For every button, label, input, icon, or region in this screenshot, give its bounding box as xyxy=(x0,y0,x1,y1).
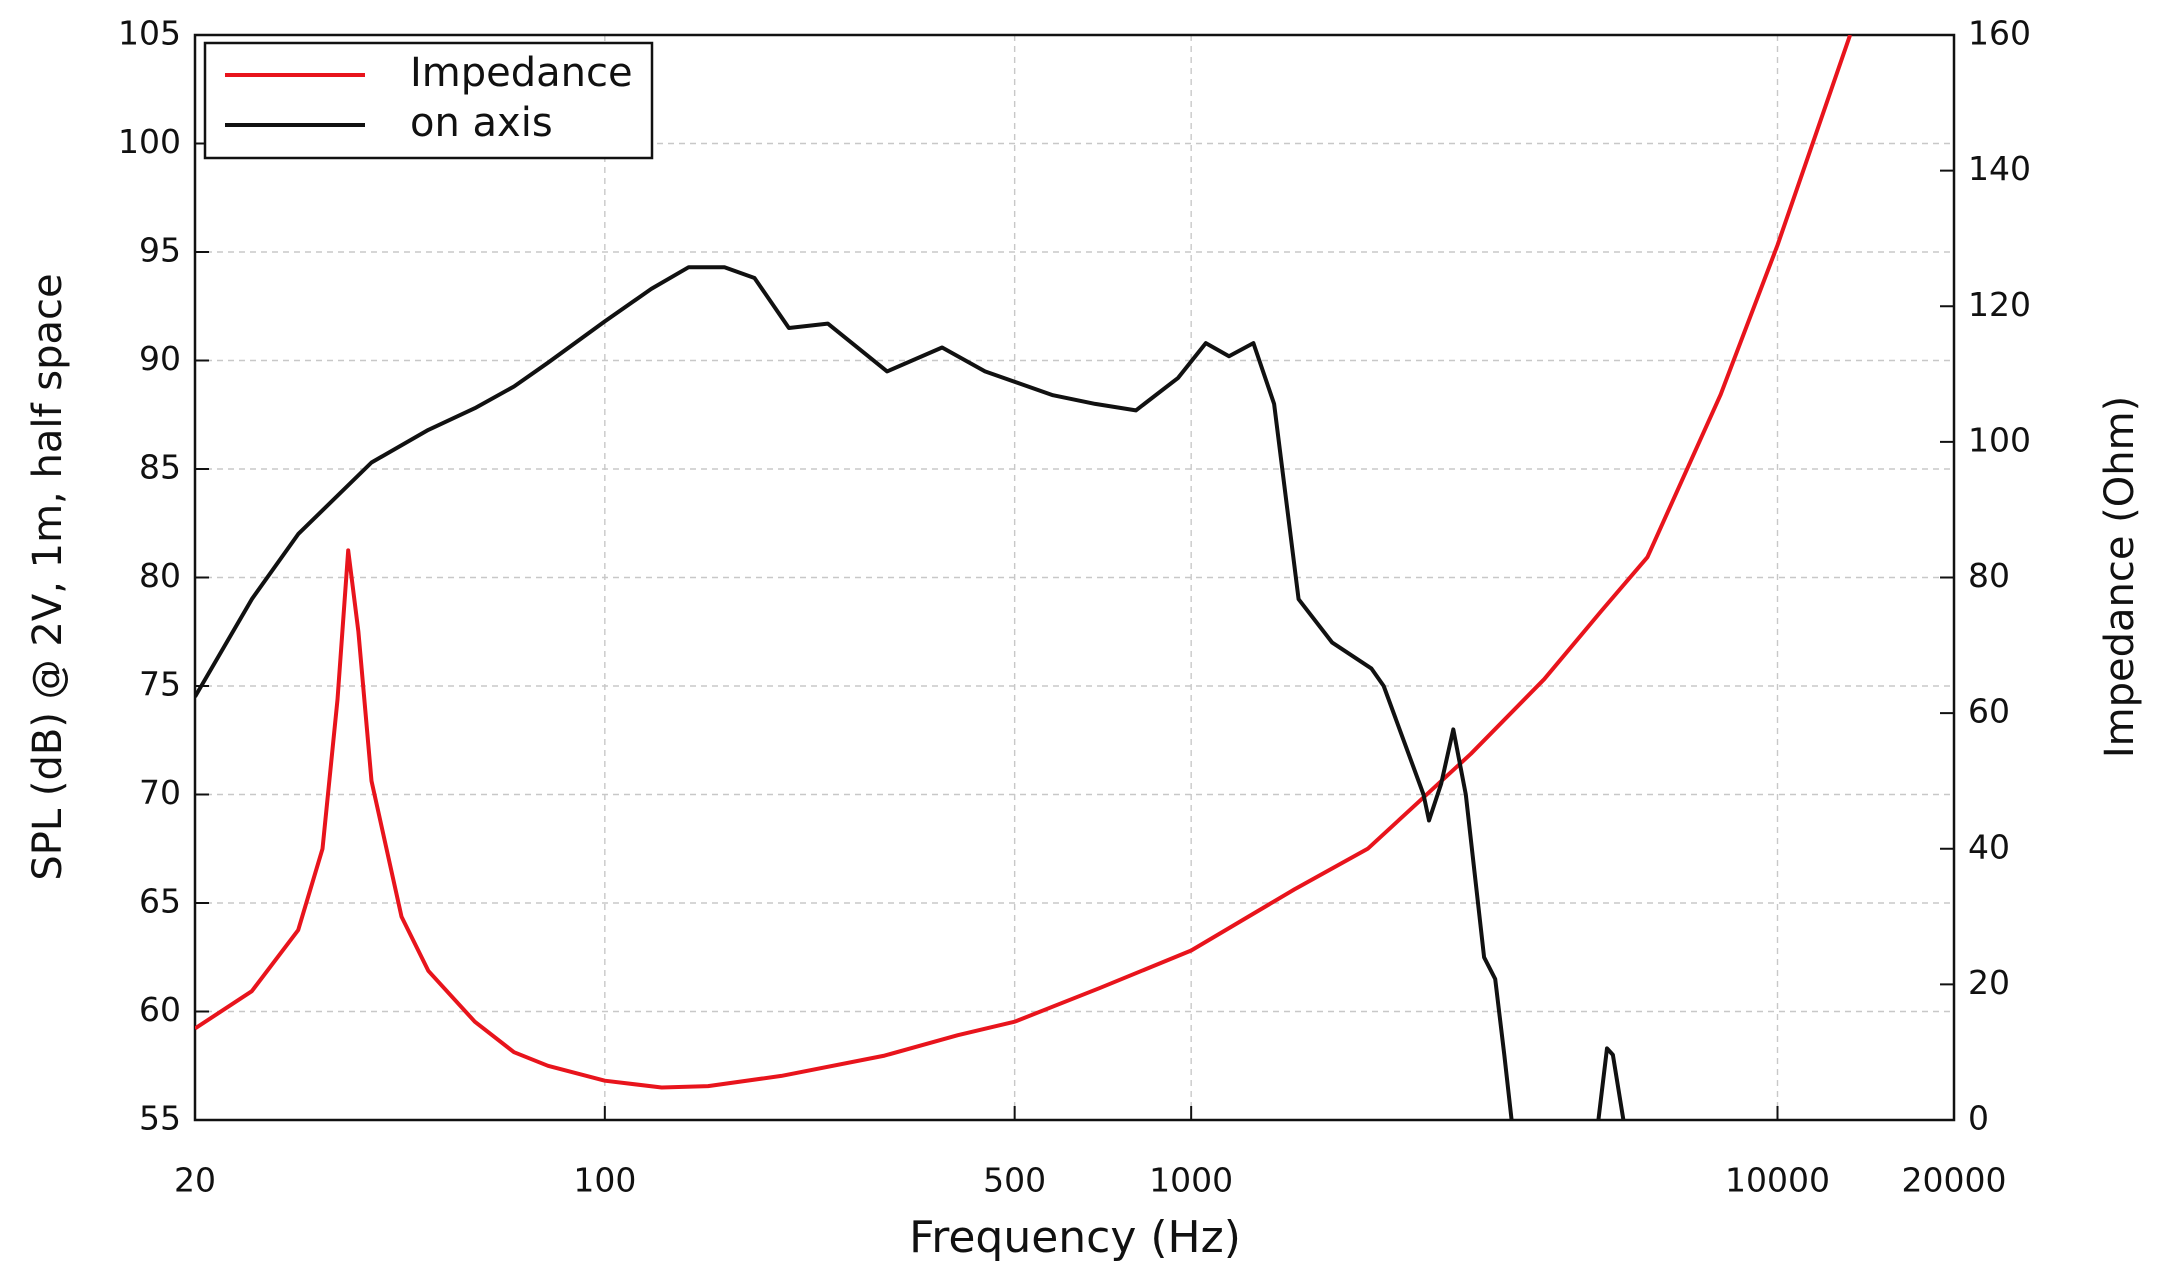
legend-box xyxy=(203,41,654,160)
x-axis-label: Frequency (Hz) xyxy=(909,1212,1241,1263)
y2-tick-label: 60 xyxy=(1968,692,2010,731)
y-tick-label: 75 xyxy=(139,665,181,704)
y-tick-label: 95 xyxy=(139,231,181,270)
y-tick-label: 100 xyxy=(118,122,181,161)
y2-tick-label: 80 xyxy=(1968,556,2010,595)
y2-axis-label: Impedance (Ohm) xyxy=(2097,396,2143,758)
y-tick-label: 90 xyxy=(139,339,181,378)
x-tick-label: 20 xyxy=(174,1161,216,1200)
y2-tick-label: 100 xyxy=(1968,420,2031,459)
plot-frame xyxy=(193,33,1956,1122)
y2-tick-label: 120 xyxy=(1968,285,2031,324)
x-tick-label: 500 xyxy=(983,1161,1046,1200)
y2-tick-label: 0 xyxy=(1968,1099,1989,1138)
y-tick-label: 70 xyxy=(139,773,181,812)
series-line xyxy=(195,35,1852,1090)
series-line xyxy=(195,265,1626,1120)
y-tick-label: 85 xyxy=(139,448,181,487)
x-tick-label: 20000 xyxy=(1902,1161,2007,1200)
legend-label: on axis xyxy=(410,100,553,146)
y2-tick-label: 140 xyxy=(1968,149,2031,188)
y-tick-label: 60 xyxy=(139,990,181,1029)
y2-tick-label: 40 xyxy=(1968,827,2010,866)
legend-label: Impedance xyxy=(410,50,633,96)
y-tick-label: 65 xyxy=(139,882,181,921)
y2-tick-label: 20 xyxy=(1968,963,2010,1002)
y-tick-label: 105 xyxy=(118,14,181,53)
y-tick-label: 55 xyxy=(139,1099,181,1138)
y-tick-label: 80 xyxy=(139,556,181,595)
y-axis-label: SPL (dB) @ 2V, 1m, half space xyxy=(25,273,71,880)
x-tick-label: 1000 xyxy=(1149,1161,1233,1200)
x-tick-label: 100 xyxy=(573,1161,636,1200)
y2-tick-label: 160 xyxy=(1968,14,2031,53)
x-tick-label: 10000 xyxy=(1725,1161,1830,1200)
